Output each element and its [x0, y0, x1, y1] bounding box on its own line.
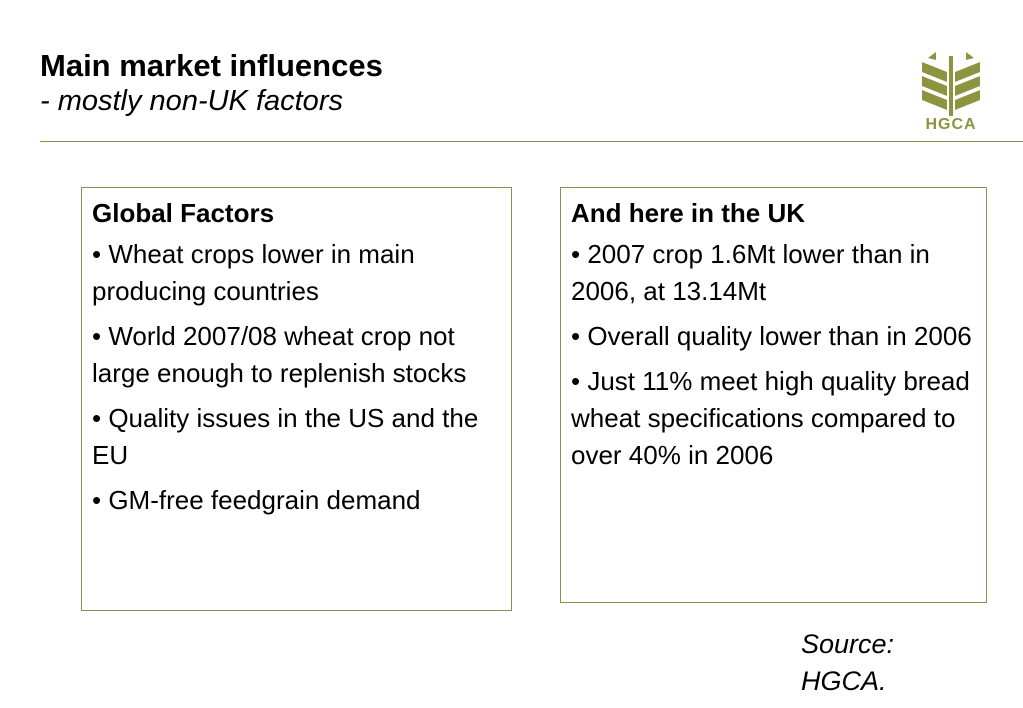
source-label: Source: — [801, 629, 895, 659]
hgca-wheat-logo-icon — [922, 52, 980, 116]
title-divider — [40, 141, 1023, 142]
global-bullet-2: • World 2007/08 wheat crop not large eno… — [92, 321, 467, 388]
global-factors-heading: Global Factors — [92, 198, 275, 228]
slide-subtitle: - mostly non-UK factors — [40, 85, 343, 117]
global-bullet-3: • Quality issues in the US and the EU — [92, 403, 479, 470]
global-bullet-1: • Wheat crops lower in main producing co… — [92, 239, 415, 306]
uk-bullet-3: • Just 11% meet high quality bread wheat… — [571, 366, 970, 470]
global-bullet-4: • GM-free feedgrain demand — [92, 485, 421, 515]
uk-factors-heading: And here in the UK — [571, 198, 806, 228]
logo-text: HGCA — [925, 116, 977, 133]
global-factors-box: Global Factors • Wheat crops lower in ma… — [81, 187, 512, 611]
uk-factors-box: And here in the UK • 2007 crop 1.6Mt low… — [560, 187, 987, 603]
slide-title: Main market influences — [40, 48, 383, 83]
uk-bullet-2: • Overall quality lower than in 2006 — [571, 321, 972, 351]
source-note: Source: HGCA. — [801, 626, 894, 700]
source-name: HGCA. — [801, 666, 887, 696]
uk-bullet-1: • 2007 crop 1.6Mt lower than in 2006, at… — [571, 239, 930, 306]
